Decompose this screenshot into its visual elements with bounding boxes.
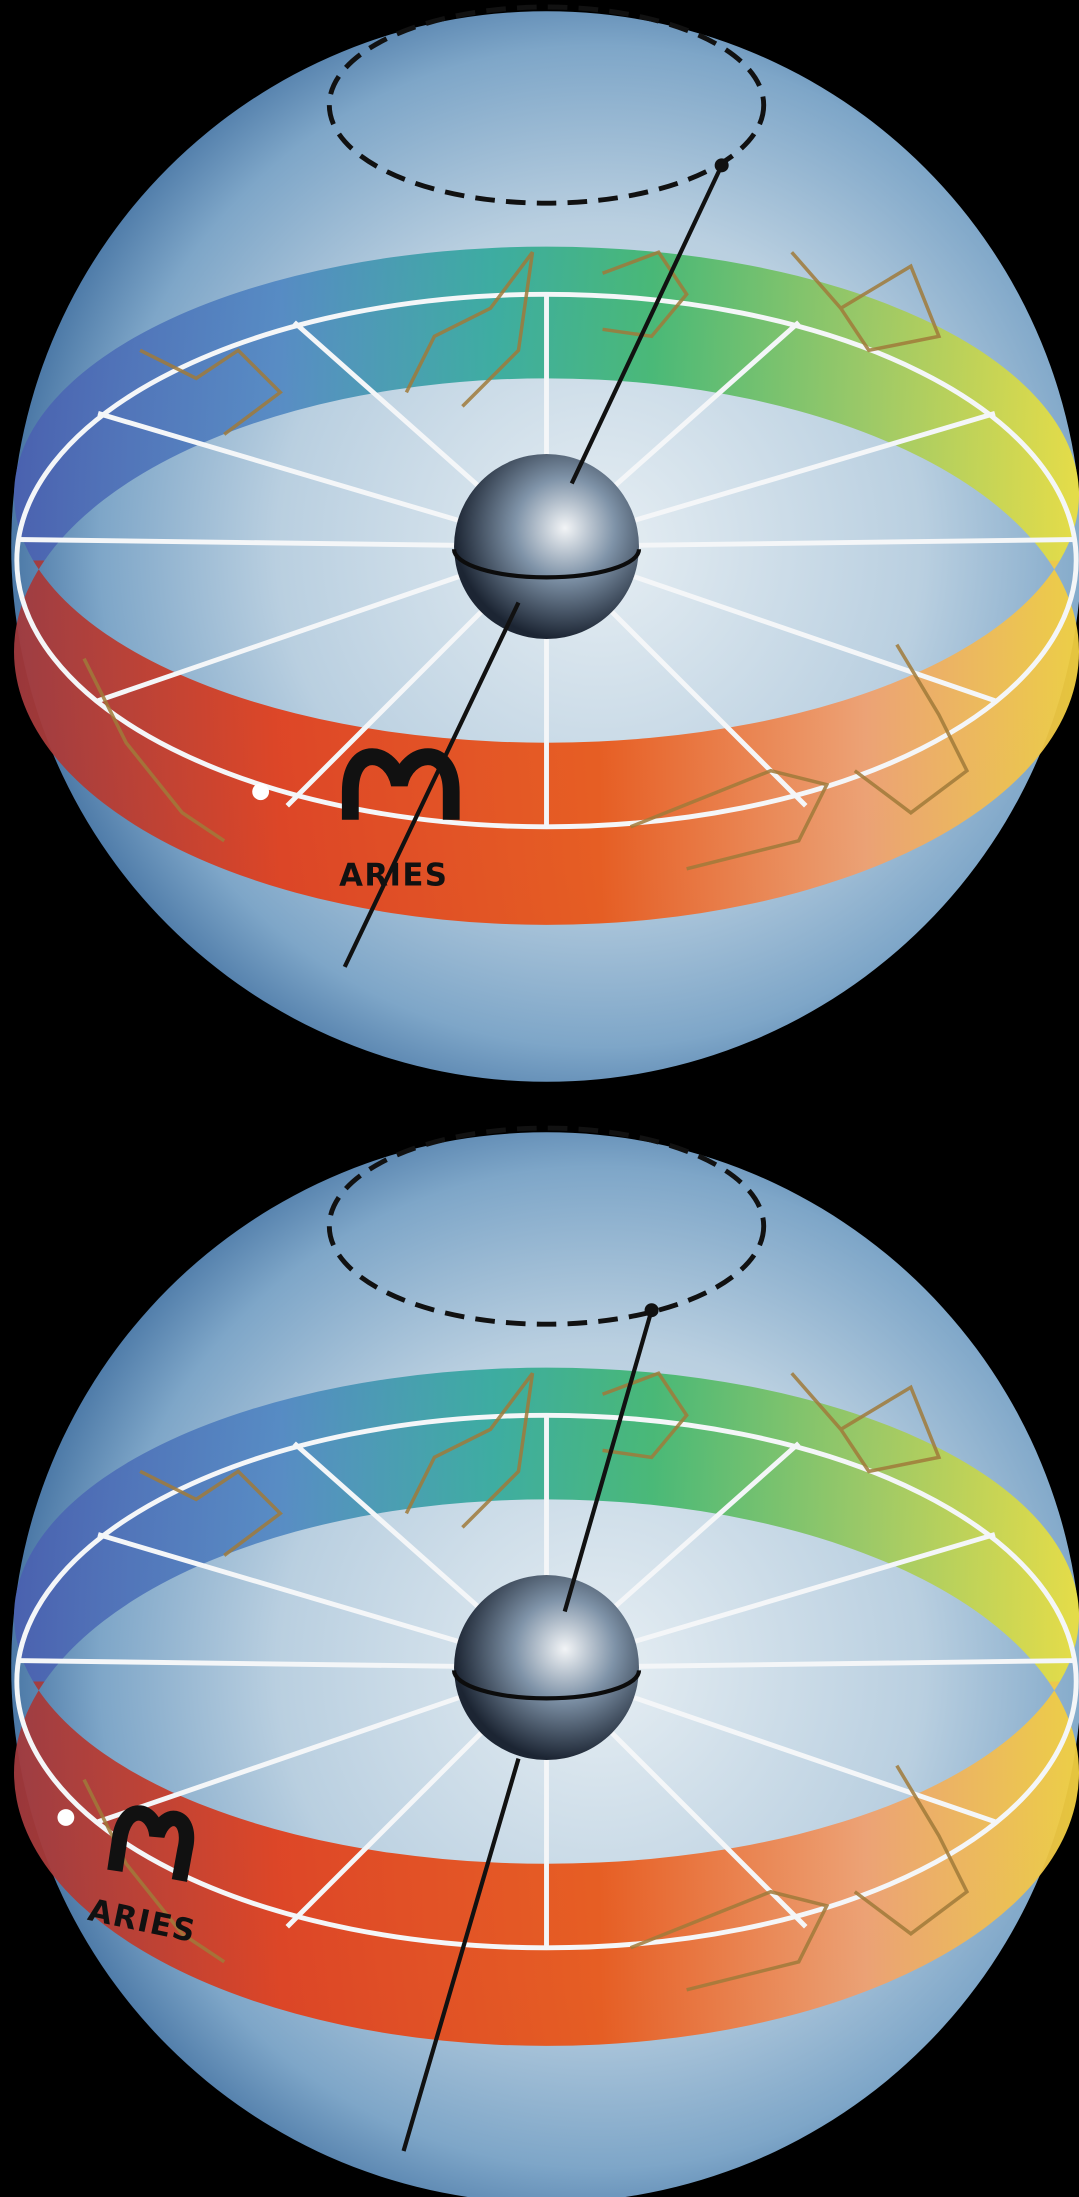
sphere-top: ARIES bbox=[11, 7, 1079, 1082]
aries-label: ARIES bbox=[339, 858, 448, 894]
sphere-bottom: ARIES bbox=[11, 1128, 1079, 2197]
